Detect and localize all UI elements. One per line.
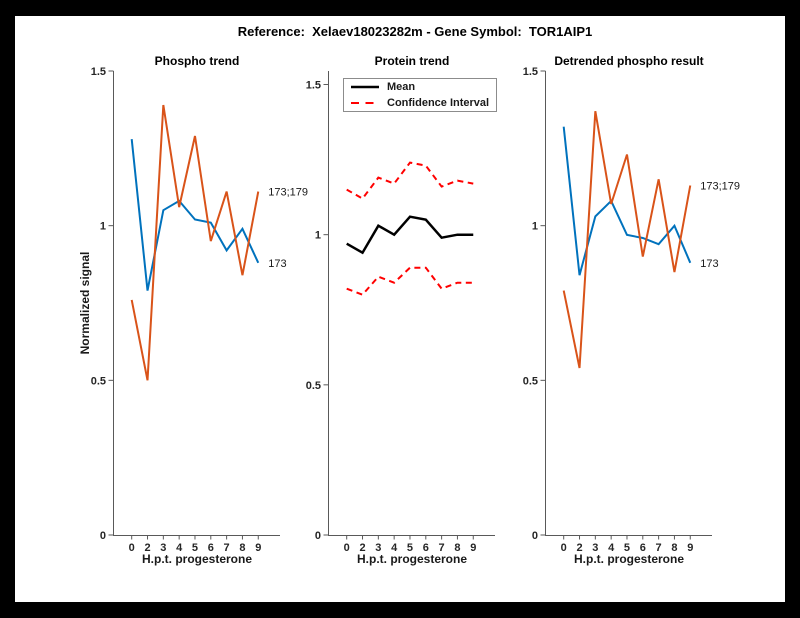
y-tick-label: 0.5	[523, 375, 538, 387]
y-tick-label: 1	[315, 230, 321, 242]
y-tick-label: 1.5	[523, 66, 538, 78]
x-tick-label: 4	[176, 542, 183, 554]
legend-label-mean: Mean	[387, 81, 416, 93]
series-end-label: 173;179	[268, 187, 308, 199]
x-tick-label: 6	[208, 542, 214, 554]
mean-line-swatch	[351, 85, 379, 89]
legend-label-confidence-interval: Confidence Interval	[387, 97, 490, 109]
x-tick-label: 9	[687, 542, 693, 554]
series-end-label: 173	[700, 258, 718, 270]
x-tick-label: 8	[239, 542, 245, 554]
x-tick-label: 7	[439, 542, 445, 554]
x-tick-label: 3	[160, 542, 166, 554]
x-axis-label: H.p.t. progesterone	[356, 552, 467, 566]
y-tick-label: 1.5	[91, 66, 106, 78]
series-line-confidence-interval-lower	[346, 266, 474, 296]
y-tick-label: 1	[532, 221, 538, 233]
x-tick-label: 2	[359, 542, 365, 554]
x-tick-label: 2	[144, 542, 150, 554]
series-line-confidence-interval-upper	[346, 161, 474, 200]
legend: Mean Confidence Interval	[343, 78, 497, 112]
y-axis-label: Normalized signal	[78, 251, 92, 355]
x-tick-label: 3	[375, 542, 381, 554]
legend-item-mean: Mean	[344, 79, 496, 95]
x-tick-label: 7	[224, 542, 230, 554]
figure-title: Reference: Xelaev18023282m - Gene Symbol…	[237, 24, 593, 39]
x-tick-label: 0	[129, 542, 135, 554]
panel-title-detrended-phospho-result: Detrended phospho result	[554, 54, 704, 68]
x-tick-label: 9	[255, 542, 261, 554]
x-tick-label: 0	[344, 542, 350, 554]
y-tick-label: 0	[315, 530, 321, 542]
legend-item-confidence-interval: Confidence Interval	[344, 95, 496, 111]
y-tick-label: 0	[532, 530, 538, 542]
series-end-label: 173	[268, 258, 286, 270]
x-tick-label: 8	[671, 542, 677, 554]
x-tick-label: 3	[592, 542, 598, 554]
x-tick-label: 6	[423, 542, 429, 554]
x-tick-label: 0	[561, 542, 567, 554]
confidence-interval-line-swatch	[351, 102, 379, 104]
y-tick-label: 0	[100, 530, 106, 542]
y-tick-label: 1.5	[306, 80, 321, 92]
series-line-173-179	[562, 111, 692, 369]
series-line-173	[130, 138, 260, 291]
x-axis-label: H.p.t. progesterone	[141, 552, 252, 566]
x-axis-label: H.p.t. progesterone	[573, 552, 684, 566]
y-tick-label: 0.5	[306, 380, 321, 392]
x-tick-label: 5	[192, 542, 198, 554]
series-end-label: 173;179	[700, 180, 740, 192]
series-line-173-179	[130, 104, 260, 381]
series-line-173	[562, 126, 692, 276]
x-tick-label: 5	[624, 542, 630, 554]
y-tick-label: 0.5	[91, 375, 106, 387]
x-tick-label: 9	[470, 542, 476, 554]
x-tick-label: 5	[407, 542, 413, 554]
matlab-figure: Reference: Xelaev18023282m - Gene Symbol…	[15, 16, 785, 602]
y-tick-label: 1	[100, 221, 106, 233]
x-tick-label: 8	[454, 542, 460, 554]
x-tick-label: 2	[576, 542, 582, 554]
series-line-mean	[346, 215, 474, 255]
protein-trend-plot: 0 2 3 4 5 6 7 8 900.511.5	[306, 71, 495, 554]
x-tick-label: 7	[656, 542, 662, 554]
x-tick-label: 4	[608, 542, 615, 554]
x-tick-label: 6	[640, 542, 646, 554]
x-tick-label: 4	[391, 542, 398, 554]
panel-title-phospho-trend: Phospho trend	[154, 54, 240, 68]
panel-title-protein-trend: Protein trend	[374, 54, 450, 68]
